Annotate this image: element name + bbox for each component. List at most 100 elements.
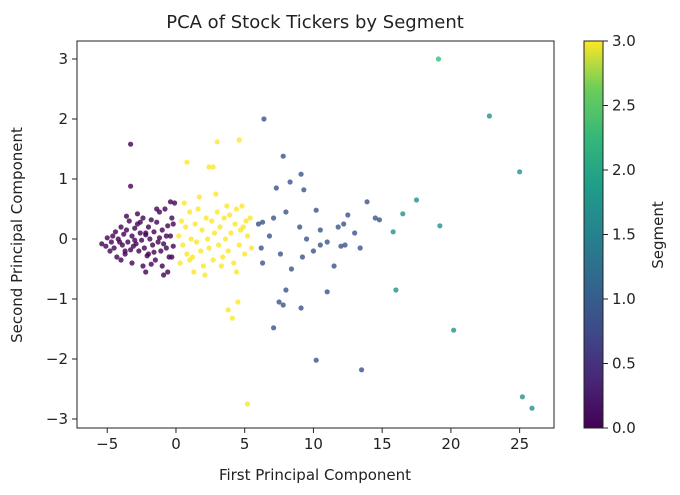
- data-point: [217, 224, 223, 230]
- data-point: [243, 218, 249, 224]
- data-point: [154, 206, 160, 212]
- data-point: [155, 239, 161, 245]
- data-point: [317, 242, 323, 248]
- data-point: [258, 245, 264, 251]
- data-point: [128, 141, 134, 147]
- data-point: [171, 200, 178, 206]
- data-point: [196, 194, 202, 200]
- data-point: [184, 251, 190, 257]
- data-point: [435, 56, 442, 62]
- data-point: [486, 113, 492, 119]
- data-point: [276, 299, 282, 305]
- data-point: [218, 263, 224, 269]
- data-point: [163, 245, 169, 251]
- colorbar: [583, 40, 604, 429]
- data-point: [121, 231, 127, 237]
- data-point: [169, 254, 175, 260]
- data-point: [103, 243, 109, 249]
- data-point: [283, 209, 289, 215]
- data-point: [198, 248, 204, 254]
- data-point: [324, 239, 330, 245]
- data-point: [400, 211, 406, 217]
- data-point: [313, 357, 319, 363]
- data-point: [118, 224, 124, 230]
- data-point: [277, 251, 284, 257]
- data-point: [161, 272, 167, 278]
- data-point: [200, 263, 207, 269]
- data-point: [213, 191, 219, 197]
- data-point: [126, 218, 132, 224]
- data-point: [298, 305, 304, 311]
- data-point: [214, 139, 220, 145]
- data-point: [145, 224, 152, 230]
- data-point: [145, 251, 152, 257]
- data-point: [519, 394, 525, 400]
- data-point: [181, 200, 187, 206]
- data-point: [191, 269, 197, 275]
- y-axis-label: Second Principal Component: [8, 127, 26, 343]
- data-point: [148, 217, 154, 223]
- data-point: [335, 224, 341, 230]
- data-point: [338, 243, 344, 249]
- data-point: [123, 227, 130, 233]
- data-point: [151, 229, 157, 235]
- colorbar-tick-label: 1.5: [612, 226, 636, 244]
- data-point: [140, 263, 146, 269]
- data-point: [209, 218, 215, 224]
- colorbar-tick-label: 0.5: [612, 355, 636, 373]
- data-point: [141, 245, 147, 251]
- data-point: [143, 269, 149, 275]
- data-point: [137, 230, 143, 236]
- data-point: [341, 221, 347, 227]
- data-point: [192, 221, 198, 227]
- data-point: [210, 257, 216, 263]
- data-point: [128, 247, 134, 253]
- data-point: [134, 211, 141, 217]
- data-point: [297, 224, 303, 230]
- data-point: [229, 315, 235, 321]
- data-point: [372, 215, 378, 221]
- data-point: [210, 164, 216, 170]
- data-point: [143, 230, 149, 236]
- data-point: [112, 229, 119, 235]
- data-point: [225, 248, 231, 254]
- x-tick-label: 5: [240, 435, 250, 453]
- data-point: [118, 257, 124, 263]
- data-point: [180, 242, 186, 248]
- data-point: [273, 185, 279, 191]
- data-point: [165, 269, 171, 275]
- y-tick-label: −1: [46, 290, 68, 308]
- data-point: [151, 249, 157, 255]
- data-point: [225, 307, 231, 313]
- data-point: [244, 233, 251, 239]
- data-point: [248, 245, 255, 251]
- colorbar-tick-label: 3.0: [612, 32, 636, 50]
- data-point: [148, 261, 154, 267]
- y-tick-label: 3: [58, 50, 68, 68]
- data-point: [236, 242, 242, 248]
- data-point: [239, 203, 245, 209]
- data-point: [313, 207, 319, 213]
- data-point: [390, 229, 396, 235]
- data-point: [298, 171, 304, 177]
- data-point: [163, 233, 169, 239]
- data-point: [529, 405, 535, 411]
- y-tick-label: 0: [58, 230, 68, 248]
- x-tick-label: 10: [304, 435, 323, 453]
- data-point: [199, 227, 205, 233]
- x-axis-ticks: −5 0 5 10 15 20 25: [96, 428, 529, 453]
- data-point: [224, 203, 230, 209]
- data-point: [139, 237, 145, 243]
- colorbar-tick-label: 0.0: [612, 419, 636, 437]
- data-point: [233, 206, 240, 212]
- data-point: [288, 266, 295, 272]
- data-point: [119, 242, 125, 248]
- data-point: [182, 224, 189, 230]
- data-point: [122, 248, 128, 254]
- data-point: [129, 260, 135, 266]
- data-point: [125, 239, 131, 245]
- data-point: [259, 219, 266, 225]
- data-point: [204, 236, 211, 242]
- y-tick-label: −2: [46, 350, 68, 368]
